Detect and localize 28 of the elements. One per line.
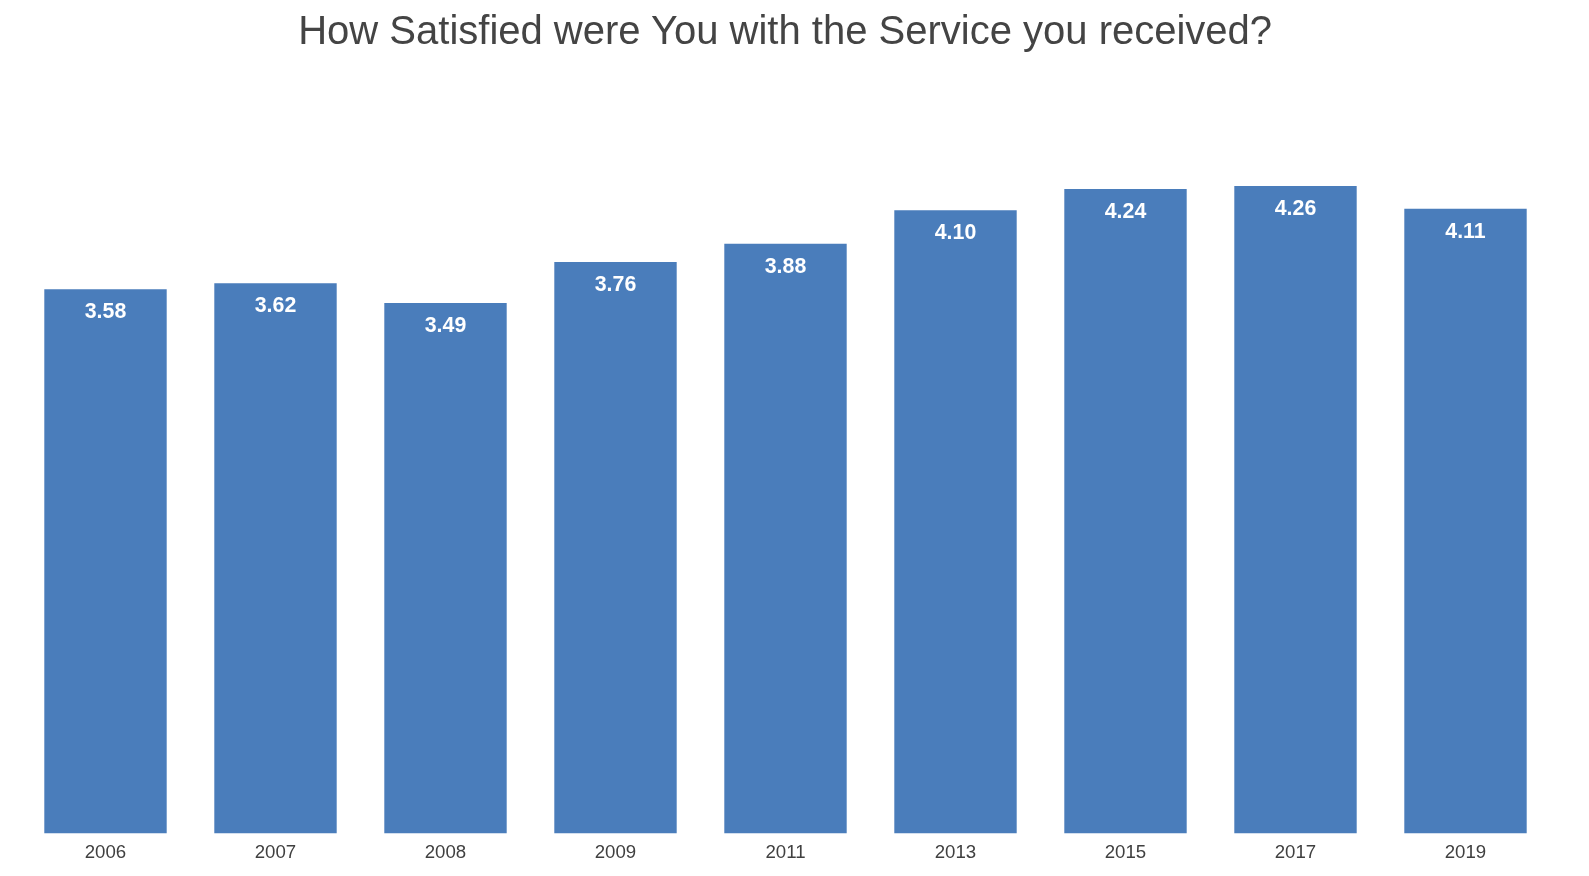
data-label: 3.58 xyxy=(84,299,127,324)
x-tick-label: 2013 xyxy=(934,840,977,862)
x-tick-label: 2011 xyxy=(765,840,806,862)
bar xyxy=(44,289,167,834)
chart-title: How Satisfied were You with the Service you received? xyxy=(298,7,1273,52)
bar xyxy=(894,210,1017,834)
x-tick-label: 2007 xyxy=(254,840,297,862)
bar xyxy=(724,243,847,834)
data-label: 3.88 xyxy=(764,253,807,278)
bar xyxy=(384,303,507,834)
data-label: 4.26 xyxy=(1274,196,1317,220)
x-tick-label: 2015 xyxy=(1104,840,1147,862)
data-label: 4.11 xyxy=(1445,218,1486,243)
data-label: 3.62 xyxy=(254,293,297,318)
data-label: 4.24 xyxy=(1104,199,1147,224)
bar xyxy=(214,283,337,834)
bar xyxy=(1404,208,1527,834)
x-tick-label: 2009 xyxy=(594,840,637,862)
x-tick-label: 2008 xyxy=(424,840,467,862)
x-tick-label: 2017 xyxy=(1274,840,1317,862)
bar xyxy=(1064,189,1187,834)
x-tick-label: 2006 xyxy=(84,840,127,862)
data-label: 4.10 xyxy=(934,220,977,245)
x-tick-label: 2019 xyxy=(1444,840,1487,862)
data-label: 3.76 xyxy=(594,272,637,296)
data-label: 3.49 xyxy=(424,313,467,338)
bar xyxy=(554,262,677,834)
bar xyxy=(1234,186,1357,834)
